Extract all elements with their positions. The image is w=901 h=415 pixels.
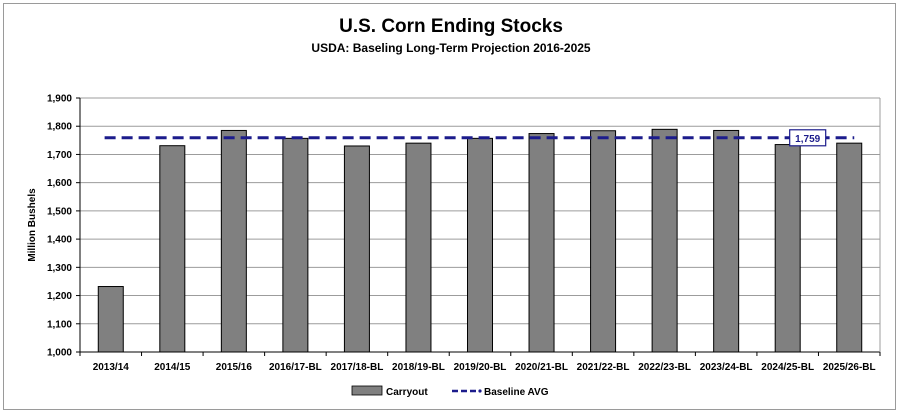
x-tick-label-6: 2019/20-BL: [454, 362, 507, 373]
legend-marker-baseline-avg: [478, 389, 482, 393]
x-tick-label-10: 2023/24-BL: [700, 362, 753, 373]
bar-7: [528, 133, 555, 353]
y-tick-label-8: 1,800: [47, 122, 72, 133]
bar-11: [774, 144, 801, 353]
x-tick-label-7: 2020/21-BL: [515, 362, 568, 373]
bar-9: [651, 128, 678, 353]
baseline-avg-data-label: 1,759: [795, 134, 820, 145]
bar-3: [282, 137, 309, 353]
x-tick-label-11: 2024/25-BL: [761, 362, 814, 373]
x-tick-label-4: 2017/18-BL: [331, 362, 384, 373]
y-tick-label-5: 1,500: [47, 206, 72, 217]
x-tick-label-3: 2016/17-BL: [269, 362, 322, 373]
bar-1: [159, 145, 186, 353]
y-tick-label-2: 1,200: [47, 291, 72, 302]
x-tick-label-0: 2013/14: [93, 362, 130, 373]
axes: [79, 98, 881, 353]
y-tick-label-4: 1,400: [47, 235, 72, 246]
x-tick-label-12: 2025/26-BL: [823, 362, 876, 373]
y-tick-label-9: 1,900: [47, 94, 72, 105]
x-tick-label-5: 2018/19-BL: [392, 362, 445, 373]
bar-8: [590, 130, 617, 353]
baseline-avg-label-box: [789, 129, 827, 147]
legend-label-carryout: Carryout: [386, 387, 428, 398]
bar-4: [343, 145, 370, 353]
bar-12: [836, 142, 863, 353]
legend: Carryout Baseline AVG: [351, 385, 549, 398]
bar-6: [467, 137, 493, 353]
baseline-avg-line: 1,759: [104, 129, 855, 147]
x-tick-label-2: 2015/16: [216, 362, 253, 373]
y-axis-ticks: 1,000 1,100 1,200 1,300 1,400 1,500 1,600 1,700…: [47, 94, 80, 359]
x-axis-ticks: 2013/14 2014/15 2015/16 2016/17-BL 2017/18-B…: [79, 352, 881, 373]
bar-series-carryout: [97, 128, 863, 353]
chart-title: U.S. Corn Ending Stocks: [339, 16, 563, 37]
bar-10: [713, 129, 740, 353]
bar-2: [220, 129, 247, 353]
legend-swatch-carryout: [351, 385, 383, 396]
y-tick-label-7: 1,700: [47, 150, 72, 161]
x-tick-label-1: 2014/15: [154, 362, 191, 373]
bar-5: [405, 142, 432, 353]
chart-subtitle: USDA: Baseling Long-Term Projection 2016…: [311, 41, 591, 55]
chart-frame: [3, 3, 896, 410]
x-tick-label-9: 2022/23-BL: [638, 362, 691, 373]
x-tick-label-8: 2021/22-BL: [577, 362, 630, 373]
y-tick-label-0: 1,000: [47, 348, 72, 359]
y-tick-label-6: 1,600: [47, 178, 72, 189]
y-tick-label-1: 1,100: [47, 319, 72, 330]
bar-0: [97, 286, 124, 353]
y-axis-label: Million Bushels: [27, 188, 38, 262]
legend-label-baseline-avg: Baseline AVG: [484, 387, 549, 398]
y-tick-label-3: 1,300: [47, 263, 72, 274]
